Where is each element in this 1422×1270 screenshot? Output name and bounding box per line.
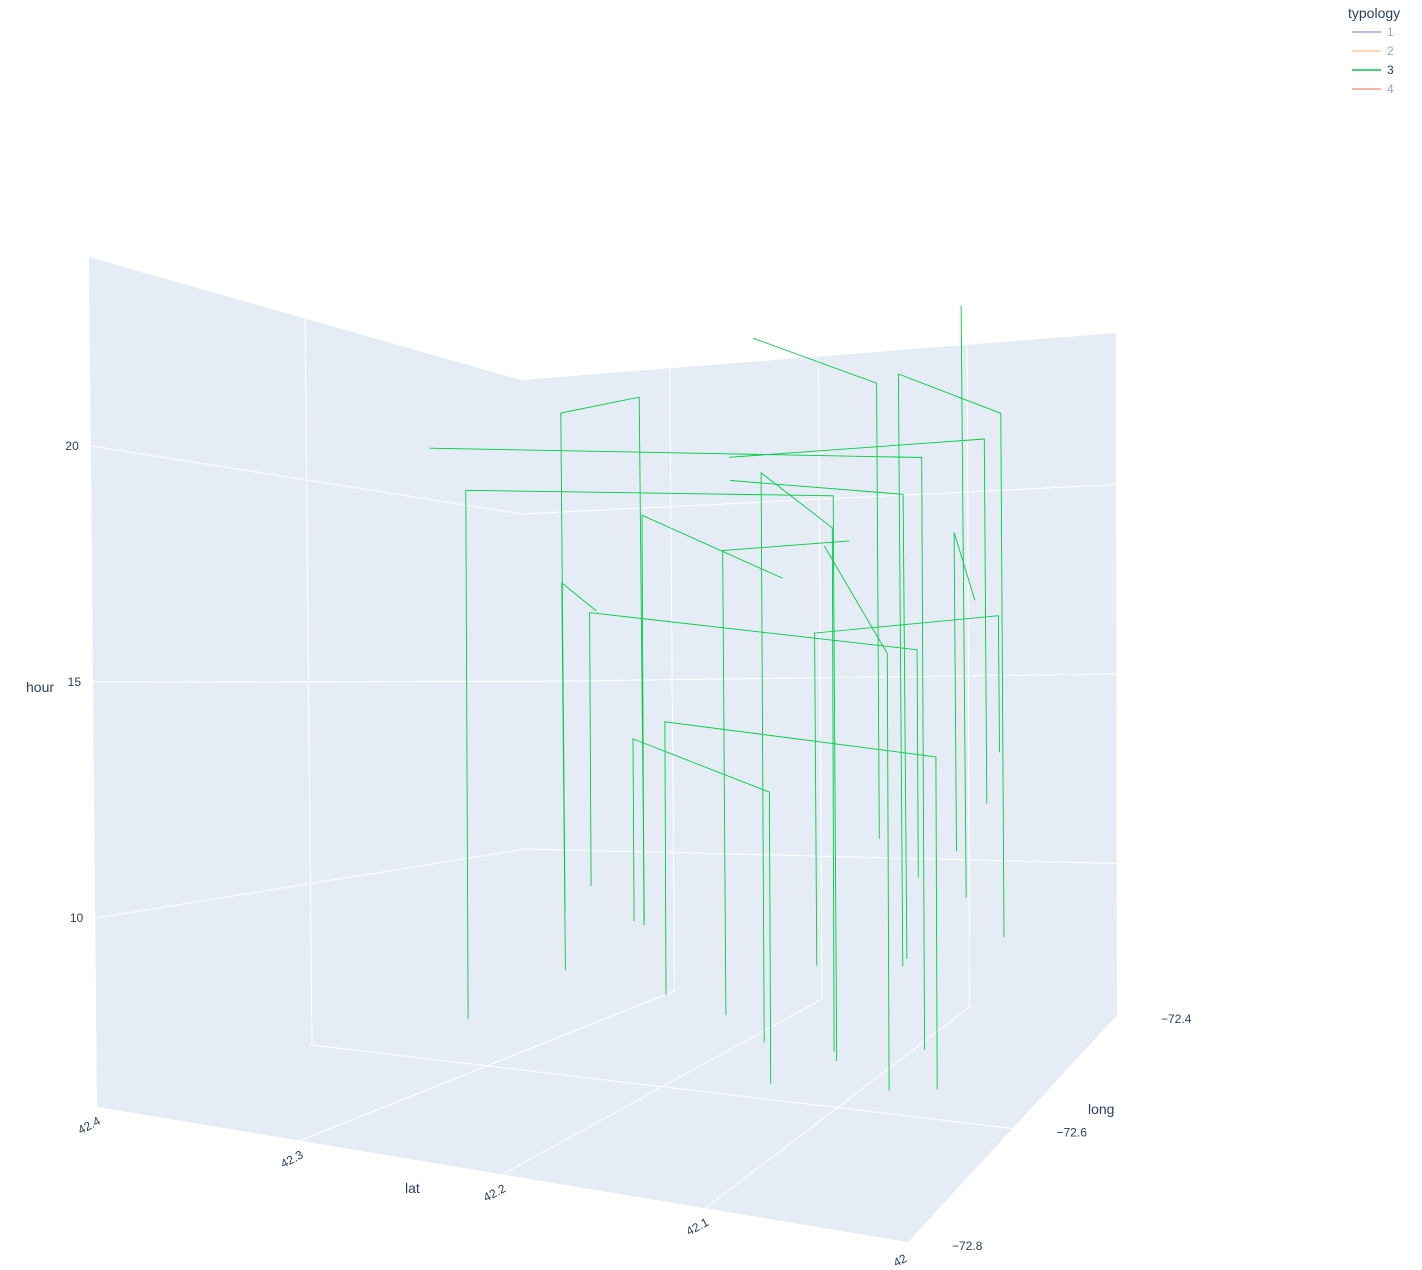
y-tick-label: −72.4 <box>1161 1012 1192 1026</box>
z-tick-label: 20 <box>65 439 79 453</box>
legend-label: 4 <box>1387 82 1394 96</box>
trace-path <box>752 337 880 839</box>
legend-title: typology <box>1348 5 1400 21</box>
lat-gridline <box>818 356 823 1000</box>
y-tick-label: −72.6 <box>1057 1126 1088 1140</box>
trace-path <box>823 545 890 1091</box>
trace-path <box>960 305 967 898</box>
x-tick-label: 42.3 <box>278 1147 305 1170</box>
long-gridline <box>304 318 313 1046</box>
lat-gridline <box>966 344 970 1008</box>
trace-path <box>897 373 1005 967</box>
floor-pane <box>97 983 1117 1242</box>
trace-path <box>814 615 1000 966</box>
trace-path <box>722 540 850 1016</box>
trace-path <box>729 438 988 804</box>
x-tick-label: 42.2 <box>481 1181 508 1204</box>
trace-path <box>953 532 976 852</box>
trace-path <box>664 721 938 1090</box>
legend-label: 2 <box>1387 44 1394 58</box>
trace-path <box>730 480 908 960</box>
legend: typology 1 2 3 4 <box>1348 5 1400 96</box>
z-tick-label: 10 <box>70 911 84 925</box>
y-axis-title: long <box>1088 1101 1114 1117</box>
trace-path <box>561 581 597 971</box>
x-tick-label: 42.4 <box>76 1114 103 1137</box>
grid-lines <box>90 318 1117 1209</box>
x-axis-title: lat <box>405 1180 420 1196</box>
trace-path <box>429 447 926 1050</box>
x-tick-label: 42.1 <box>684 1215 711 1238</box>
lat-gridline <box>669 368 675 992</box>
legend-item[interactable]: 1 <box>1352 25 1394 39</box>
trace-lines <box>429 305 1005 1091</box>
z-tick-label: 15 <box>68 675 82 689</box>
legend-item[interactable]: 3 <box>1352 63 1394 77</box>
y-tick-label: −72.8 <box>952 1239 983 1253</box>
legend-label: 3 <box>1387 63 1394 77</box>
legend-item[interactable]: 4 <box>1352 82 1394 96</box>
trace-path <box>760 471 835 1052</box>
trace-path <box>589 612 919 887</box>
trace-path <box>632 738 772 1084</box>
z-axis-title: hour <box>26 679 54 695</box>
legend-label: 1 <box>1387 25 1394 39</box>
x-tick-label: 42 <box>891 1251 910 1270</box>
trace-path <box>641 514 784 926</box>
trace-path <box>465 489 838 1061</box>
long-gridline <box>311 1044 1013 1129</box>
legend-item[interactable]: 2 <box>1352 44 1394 58</box>
